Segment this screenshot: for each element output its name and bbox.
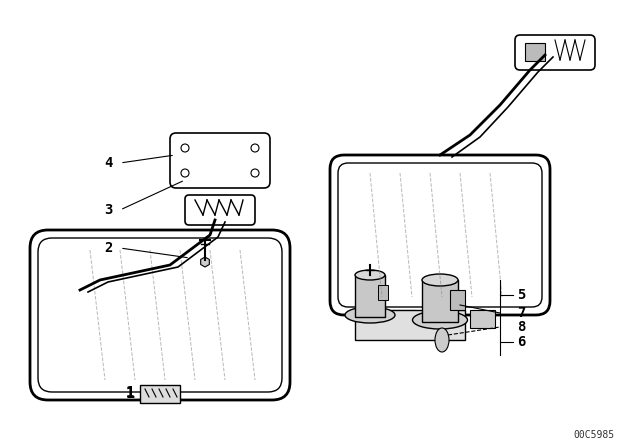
- Ellipse shape: [422, 274, 458, 286]
- Text: 2: 2: [104, 241, 112, 255]
- Bar: [140, 385, 180, 403]
- Text: 6: 6: [517, 335, 525, 349]
- Ellipse shape: [435, 328, 449, 352]
- Text: 5: 5: [517, 288, 525, 302]
- Text: 1: 1: [125, 385, 134, 401]
- Text: 8: 8: [517, 320, 525, 334]
- Ellipse shape: [413, 311, 467, 329]
- Text: 4: 4: [104, 156, 112, 170]
- Text: 3: 3: [104, 203, 112, 217]
- Bar: [390, 310, 415, 328]
- Bar: [525, 43, 545, 61]
- Ellipse shape: [355, 270, 385, 280]
- Bar: [355, 310, 465, 340]
- Bar: [470, 310, 495, 328]
- Bar: [378, 285, 388, 300]
- Text: 00C5985: 00C5985: [574, 430, 615, 440]
- Bar: [450, 290, 465, 310]
- Bar: [355, 275, 385, 317]
- Text: 1: 1: [126, 386, 134, 400]
- Text: 7: 7: [517, 306, 525, 320]
- Bar: [422, 280, 458, 322]
- Ellipse shape: [345, 307, 395, 323]
